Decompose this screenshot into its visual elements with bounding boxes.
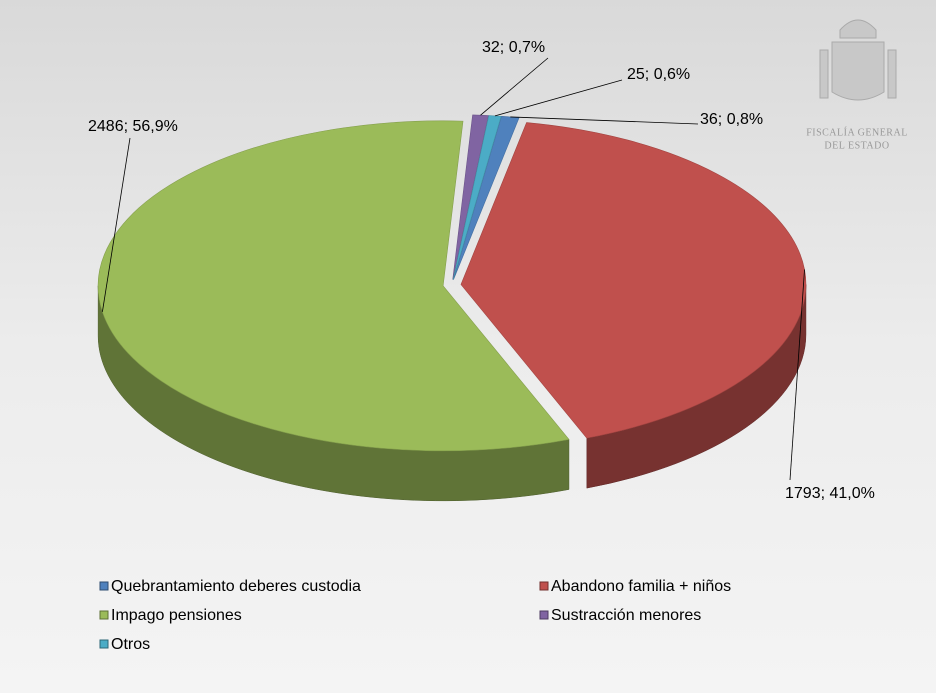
data-label: 32; 0,7% [482,39,545,56]
legend-swatch [539,581,549,591]
legend-label: Impago pensiones [111,607,242,624]
leader-line [494,79,623,117]
legend-label: Quebrantamiento deberes custodia [111,578,361,595]
slice-tops [97,114,807,452]
data-label: 2486; 56,9% [88,118,178,135]
logo-text: FISCALÍA GENERAL [806,126,908,138]
legend-swatch [539,610,549,620]
leader-line [789,269,805,481]
leader-line [510,116,699,125]
legend-swatch [99,639,109,649]
legend-swatch [99,581,109,591]
legend-label: Otros [111,636,150,653]
legend: Quebrantamiento deberes custodia Abandono… [99,578,731,653]
logo-text: DEL ESTADO [824,140,889,151]
legend-swatch [99,610,109,620]
slice [452,114,489,280]
slice [453,115,520,280]
leader-line [480,57,549,116]
slice [97,120,570,452]
legend-label: Sustracción menores [551,607,701,624]
leader-line [102,137,131,312]
data-label: 36; 0,8% [700,111,763,128]
data-label: 25; 0,6% [627,66,690,83]
logo: FISCALÍA GENERAL DEL ESTADO [806,19,908,151]
logo-emblem [819,19,897,101]
data-label: 1793; 41,0% [785,485,875,502]
slice [460,122,807,439]
legend-label: Abandono familia + niños [551,578,731,595]
